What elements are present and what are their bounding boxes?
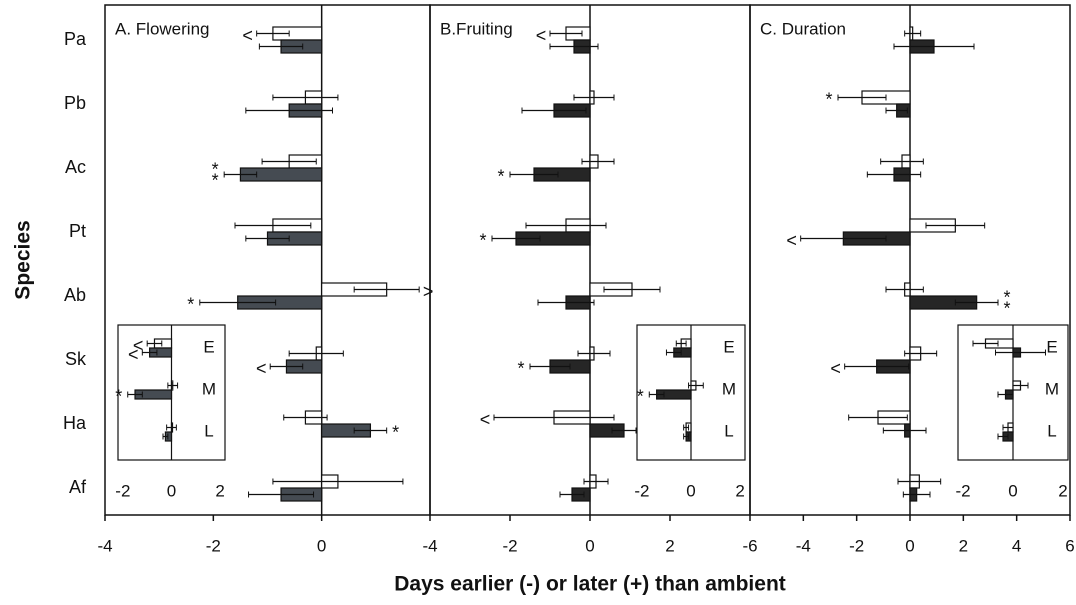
inset-tick-label: 0: [686, 481, 695, 500]
annotation: <: [480, 409, 491, 429]
annotation: <: [830, 358, 841, 378]
y-tick-label: Pt: [69, 221, 86, 241]
annotation: *: [392, 422, 399, 442]
panel-title: B.Fruiting: [440, 19, 513, 38]
x-tick-label: 6: [1065, 536, 1074, 555]
y-tick-label: Sk: [65, 349, 87, 369]
x-tick-label: 2: [959, 536, 968, 555]
x-axis-label: Days earlier (-) or later (+) than ambie…: [394, 573, 786, 596]
annotation: <: [133, 335, 144, 355]
inset-tick-label: 0: [167, 481, 176, 500]
panel-title: C. Duration: [760, 19, 846, 38]
inset-category: E: [723, 337, 734, 356]
inset-tick-label: -2: [115, 481, 130, 500]
x-tick-label: 0: [585, 536, 594, 555]
inset-category: L: [204, 421, 213, 440]
x-tick-label: 4: [1012, 536, 1021, 555]
annotation: *: [825, 89, 832, 109]
annotation: * *: [212, 159, 219, 190]
inset-tick-label: 2: [1058, 481, 1067, 500]
y-tick-label: Pa: [64, 29, 87, 49]
x-tick-label: 0: [905, 536, 914, 555]
annotation: *: [187, 294, 194, 314]
inset-tick-label: 2: [215, 481, 224, 500]
inset-category: L: [1047, 421, 1056, 440]
panel-title: A. Flowering: [115, 19, 209, 38]
y-tick-label: Ha: [63, 413, 87, 433]
inset-tick-label: 2: [735, 481, 744, 500]
y-tick-label: Ab: [64, 285, 86, 305]
annotation: *: [479, 230, 486, 250]
annotation: >: [423, 281, 434, 301]
annotation: <: [536, 25, 547, 45]
x-tick-label: -2: [206, 536, 221, 555]
y-axis-label: Species: [12, 220, 35, 299]
x-tick-label: -4: [97, 536, 112, 555]
x-tick-label: 2: [665, 536, 674, 555]
annotation: <: [256, 358, 267, 378]
annotation: <: [786, 230, 797, 250]
annotation: *: [517, 358, 524, 378]
x-tick-label: 0: [317, 536, 326, 555]
annotation: <: [128, 344, 139, 364]
annotation: <: [242, 25, 253, 45]
inset-category: M: [1045, 379, 1059, 398]
x-tick-label: -6: [742, 536, 757, 555]
x-tick-label: -2: [502, 536, 517, 555]
y-tick-label: Pb: [64, 93, 86, 113]
inset-tick-label: -2: [634, 481, 649, 500]
inset-category: E: [1046, 337, 1057, 356]
x-tick-label: -2: [849, 536, 864, 555]
inset-category: E: [203, 337, 214, 356]
annotation: *: [115, 386, 122, 406]
annotation: * *: [1003, 287, 1010, 318]
inset-tick-label: 0: [1008, 481, 1017, 500]
inset-category: L: [724, 421, 733, 440]
x-tick-label: -4: [422, 536, 437, 555]
annotation: *: [497, 166, 504, 186]
y-tick-label: Ac: [65, 157, 86, 177]
inset-category: M: [722, 379, 736, 398]
x-tick-label: -4: [796, 536, 811, 555]
annotation: *: [637, 386, 644, 406]
y-tick-label: Af: [69, 477, 87, 497]
inset-tick-label: -2: [955, 481, 970, 500]
inset-category: M: [202, 379, 216, 398]
